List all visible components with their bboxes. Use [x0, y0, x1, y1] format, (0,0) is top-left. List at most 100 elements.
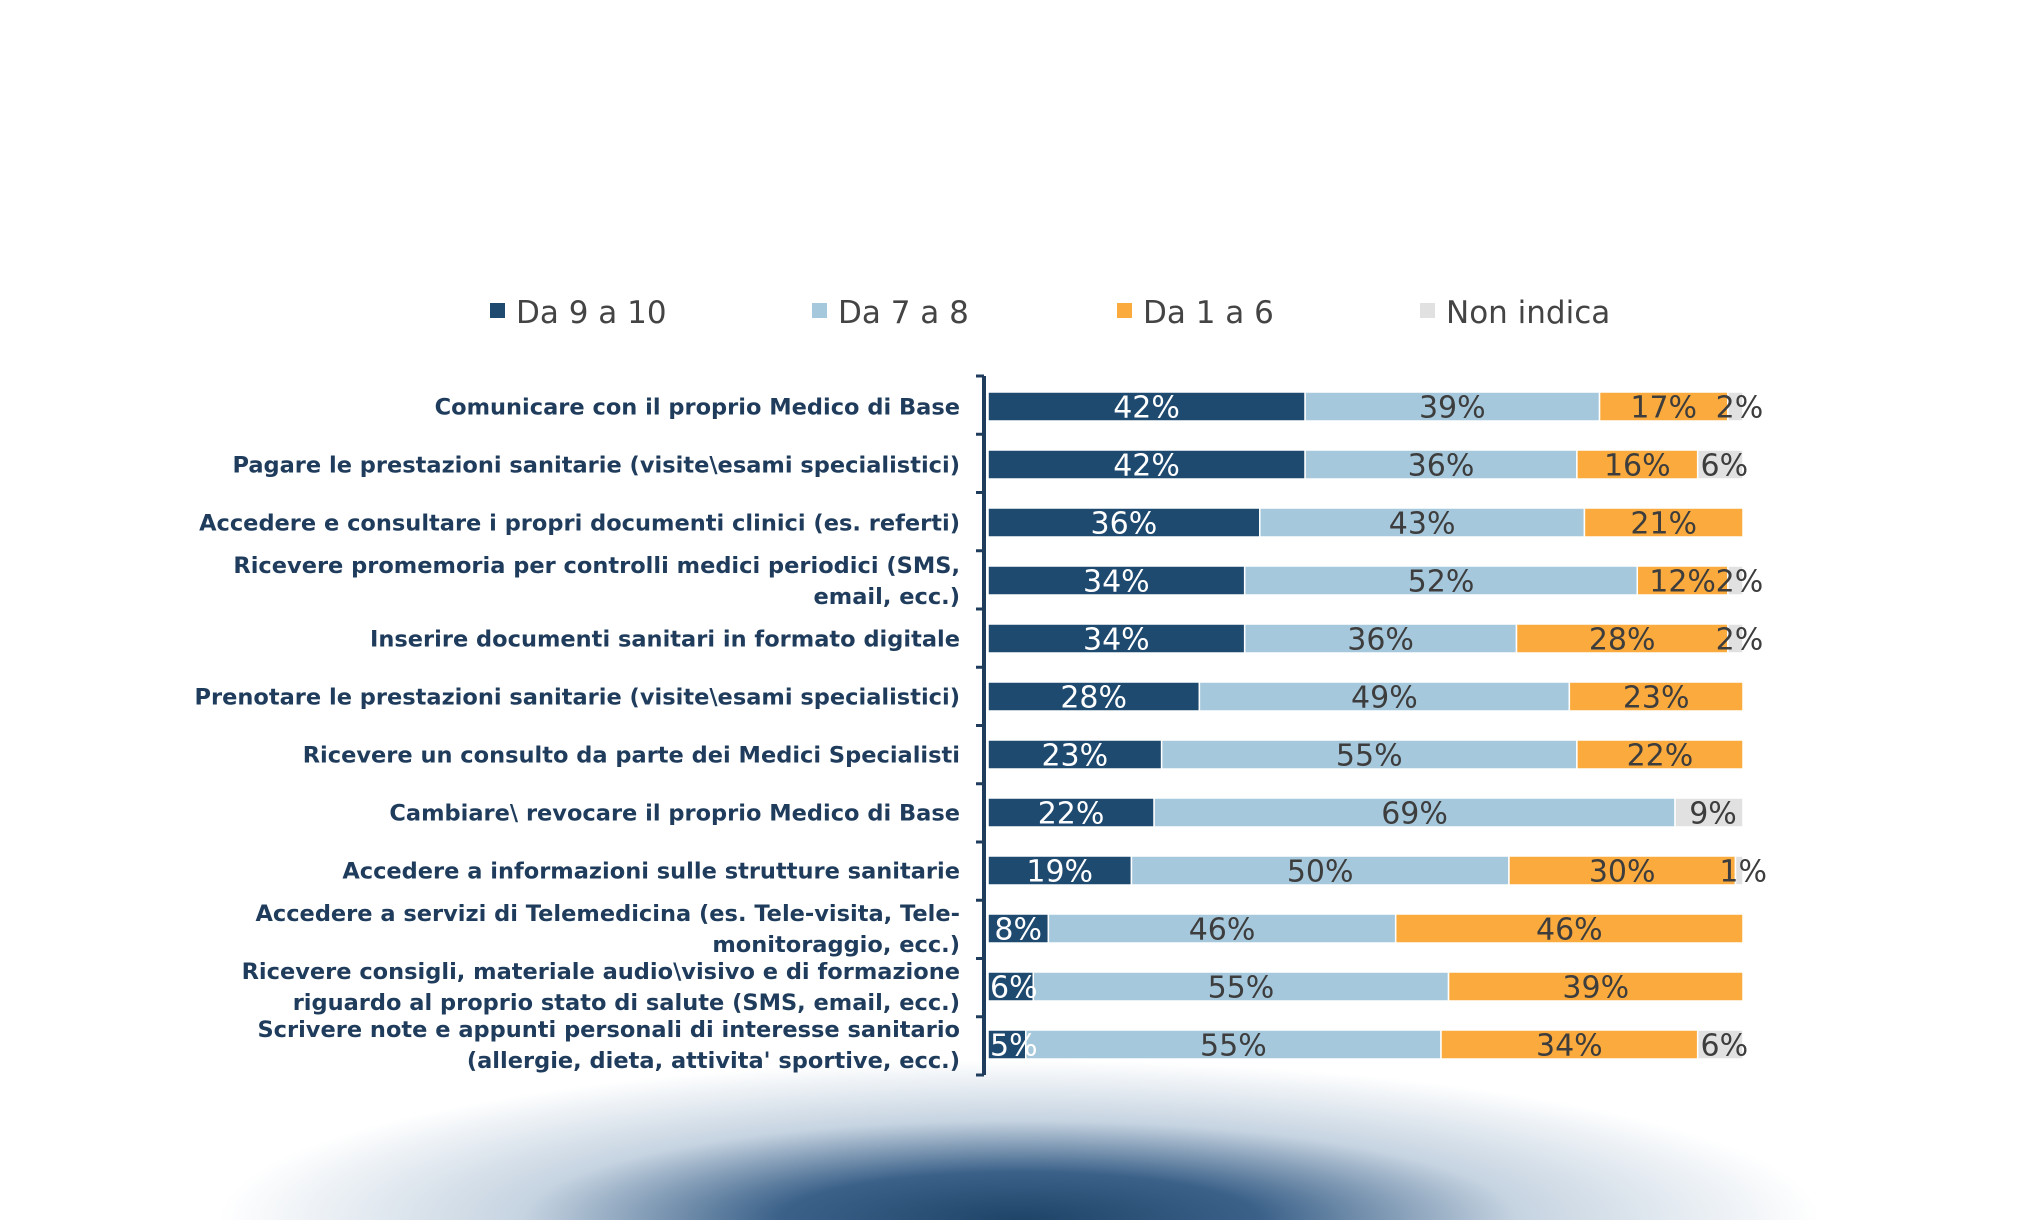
value-label-da-9-a-10: 34%: [1083, 565, 1150, 600]
bar-da-1-a-6: [1447, 971, 1744, 1002]
legend-swatch-da-7-a-8: [812, 303, 827, 318]
bar-non-indica: [1696, 1029, 1744, 1060]
value-label-da-7-a-8: 49%: [1351, 681, 1418, 716]
category-labels: Comunicare con il proprio Medico di Base…: [195, 395, 960, 1075]
bar-da-9-a-10: [987, 623, 1246, 654]
value-label-da-1-a-6: 46%: [1536, 913, 1603, 948]
bar-da-9-a-10: [987, 391, 1306, 422]
bar-da-9-a-10: [987, 565, 1246, 596]
bar-non-indica: [1674, 797, 1744, 828]
legend-swatch-da-1-a-6: [1117, 303, 1132, 318]
value-label-da-9-a-10: 34%: [1083, 623, 1150, 658]
bar-da-7-a-8: [1243, 623, 1518, 654]
category-axis: [976, 374, 986, 1077]
value-label-da-1-a-6: 23%: [1623, 681, 1690, 716]
value-label-da-7-a-8: 50%: [1287, 855, 1354, 890]
value-label-da-7-a-8: 55%: [1200, 1029, 1267, 1064]
category-label: Accedere a servizi di Telemedicina (es. …: [255, 901, 960, 958]
bar-non-indica: [1734, 855, 1744, 886]
category-label-line: (allergie, dieta, attivita' sportive, ec…: [467, 1048, 960, 1074]
category-label-line: Pagare le prestazioni sanitarie (visite\…: [232, 453, 960, 479]
value-labels: 42% 39% 17% 2% 42% 36% 16% 6% 36% 43% 21% 34% 52% 12%…: [990, 391, 1767, 1064]
value-label-da-9-a-10: 6%: [990, 971, 1038, 1006]
category-label-line: monitoraggio, ecc.): [712, 932, 960, 958]
value-label-da-9-a-10: 42%: [1113, 449, 1180, 484]
value-label-da-9-a-10: 36%: [1091, 507, 1158, 542]
value-label-da-9-a-10: 28%: [1060, 681, 1127, 716]
category-label-line: Cambiare\ revocare il proprio Medico di …: [389, 801, 960, 827]
category-label-line: Scrivere note e appunti personali di int…: [257, 1017, 960, 1043]
value-label-da-9-a-10: 22%: [1038, 797, 1105, 832]
value-label-da-7-a-8: 46%: [1189, 913, 1256, 948]
value-label-da-9-a-10: 42%: [1113, 391, 1180, 426]
value-label-da-1-a-6: 28%: [1589, 623, 1656, 658]
value-label-da-1-a-6: 17%: [1630, 391, 1697, 426]
value-label-da-7-a-8: 39%: [1419, 391, 1486, 426]
value-label-non-indica: 1%: [1719, 855, 1767, 890]
category-label-line: Comunicare con il proprio Medico di Base: [435, 395, 960, 421]
value-label-da-1-a-6: 22%: [1627, 739, 1694, 774]
category-label-line: Inserire documenti sanitari in formato d…: [370, 627, 960, 653]
value-label-da-1-a-6: 39%: [1562, 971, 1629, 1006]
category-label-line: riguardo al proprio stato di salute (SMS…: [293, 990, 960, 1016]
category-label-line: Accedere a servizi di Telemedicina (es. …: [255, 901, 960, 927]
bar-non-indica: [1727, 391, 1744, 422]
legend-swatch-non-indica: [1420, 303, 1435, 318]
bar-da-1-a-6: [1598, 391, 1729, 422]
bar-da-1-a-6: [1568, 681, 1744, 712]
value-label-da-7-a-8: 43%: [1389, 507, 1456, 542]
legend-label-non-indica: Non indica: [1446, 295, 1610, 331]
value-label-non-indica: 2%: [1716, 623, 1764, 658]
category-label: Ricevere promemoria per controlli medici…: [233, 553, 960, 610]
bar-da-7-a-8: [1047, 913, 1397, 944]
category-label: Accedere a informazioni sulle strutture …: [342, 859, 960, 885]
value-label-da-7-a-8: 36%: [1347, 623, 1414, 658]
value-label-da-7-a-8: 55%: [1208, 971, 1275, 1006]
bar-da-7-a-8: [1160, 739, 1578, 770]
category-label-line: Ricevere promemoria per controlli medici…: [233, 553, 960, 579]
background-glow: [220, 1060, 1820, 1220]
bar-da-1-a-6: [1515, 623, 1729, 654]
bar-da-1-a-6: [1576, 739, 1744, 770]
category-label: Ricevere consigli, materiale audio\visiv…: [242, 959, 960, 1016]
value-label-non-indica: 6%: [1701, 1029, 1749, 1064]
bar-da-1-a-6: [1508, 855, 1737, 886]
bars: [987, 391, 1744, 1060]
value-label-da-9-a-10: 8%: [994, 913, 1042, 948]
legend-label-da-7-a-8: Da 7 a 8: [838, 295, 969, 331]
value-label-da-9-a-10: 23%: [1041, 739, 1108, 774]
category-label: Accedere e consultare i propri documenti…: [199, 511, 960, 537]
category-label: Pagare le prestazioni sanitarie (visite\…: [232, 453, 960, 479]
bar-da-1-a-6: [1636, 565, 1729, 596]
value-label-non-indica: 2%: [1716, 391, 1764, 426]
bar-da-9-a-10: [987, 507, 1261, 538]
bar-non-indica: [1727, 565, 1744, 596]
bar-da-9-a-10: [987, 1029, 1027, 1060]
value-label-da-9-a-10: 5%: [990, 1029, 1038, 1064]
legend: Da 9 a 10 Da 7 a 8 Da 1 a 6 Non indica: [490, 295, 1610, 331]
bar-da-1-a-6: [1440, 1029, 1699, 1060]
bar-da-1-a-6: [1394, 913, 1744, 944]
category-label-line: Accedere e consultare i propri documenti…: [199, 511, 960, 537]
category-label: Prenotare le prestazioni sanitarie (visi…: [195, 685, 960, 711]
category-label-line: Ricevere consigli, materiale audio\visiv…: [242, 959, 960, 985]
bar-da-9-a-10: [987, 797, 1155, 828]
value-label-non-indica: 9%: [1689, 797, 1737, 832]
category-label-line: Prenotare le prestazioni sanitarie (visi…: [195, 685, 960, 711]
bar-non-indica: [1727, 623, 1744, 654]
category-label-line: Accedere a informazioni sulle strutture …: [342, 859, 960, 885]
category-label: Inserire documenti sanitari in formato d…: [370, 627, 960, 653]
value-label-da-7-a-8: 36%: [1408, 449, 1475, 484]
value-label-da-1-a-6: 21%: [1630, 507, 1697, 542]
bar-da-1-a-6: [1576, 449, 1699, 480]
value-label-da-7-a-8: 52%: [1408, 565, 1475, 600]
value-label-da-1-a-6: 34%: [1536, 1029, 1603, 1064]
bar-da-9-a-10: [987, 681, 1201, 712]
category-label: Cambiare\ revocare il proprio Medico di …: [389, 801, 960, 827]
category-label: Comunicare con il proprio Medico di Base: [435, 395, 960, 421]
value-label-da-9-a-10: 19%: [1026, 855, 1093, 890]
bar-da-7-a-8: [1025, 1029, 1442, 1060]
category-label-line: email, ecc.): [814, 584, 960, 610]
category-label-line: Ricevere un consulto da parte dei Medici…: [303, 743, 960, 769]
